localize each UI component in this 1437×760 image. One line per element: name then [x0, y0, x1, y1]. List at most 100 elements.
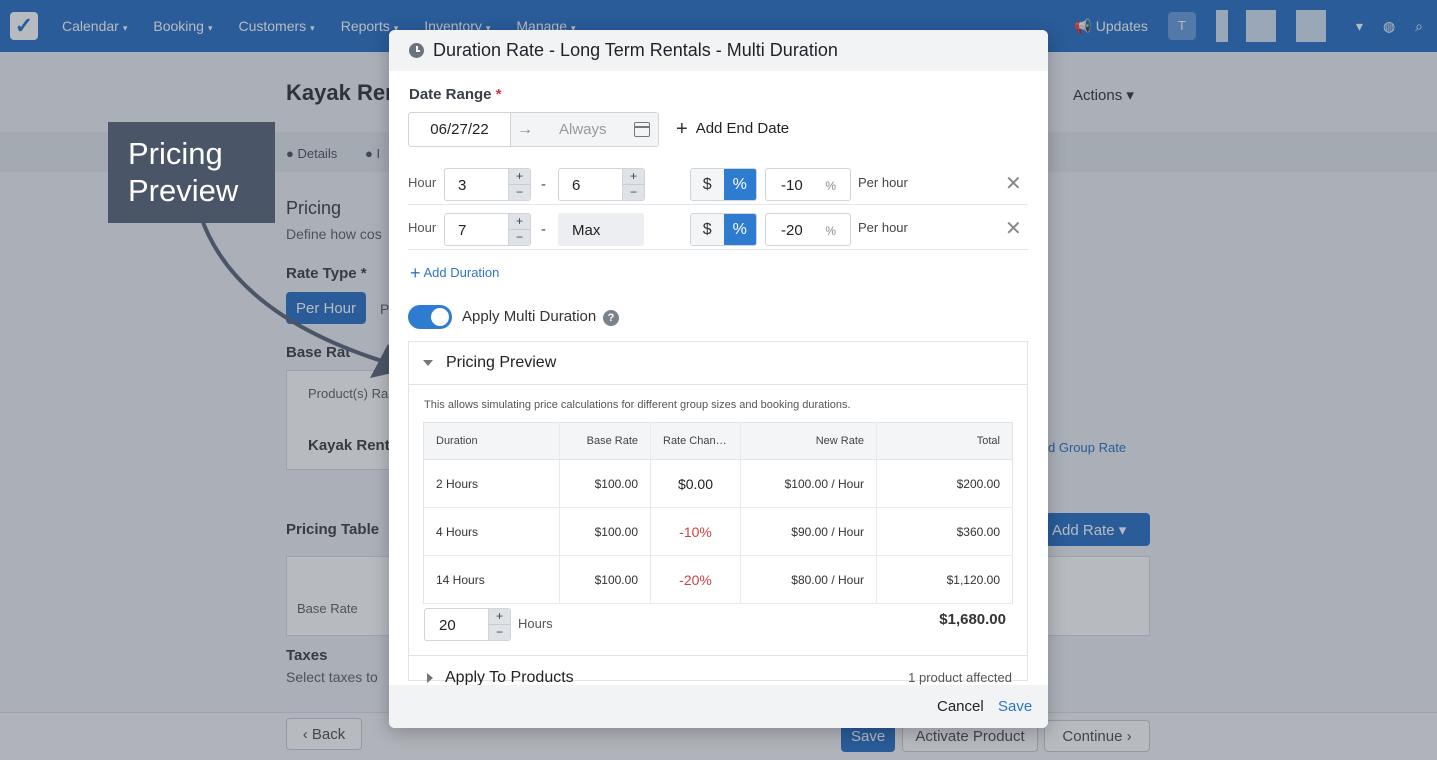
nav-calendar[interactable]: Calendar ▾: [62, 18, 128, 34]
clock-icon: [409, 43, 424, 58]
close-icon[interactable]: ✕: [1005, 218, 1022, 240]
end-date-field[interactable]: Always: [559, 121, 607, 138]
arrow-right-icon: →: [517, 120, 533, 138]
add-rate-button[interactable]: Add Rate ▾: [1046, 513, 1150, 546]
amount-type-toggle[interactable]: $ %: [690, 213, 757, 246]
cell-base-rate: $100.00: [559, 555, 651, 604]
cell-base-rate: $100.00: [559, 507, 651, 556]
apply-multi-duration-label: Apply Multi Duration: [462, 308, 597, 325]
duration-unit: Hour: [408, 175, 437, 190]
col-duration: Duration: [423, 422, 560, 460]
cell-total: $1,120.00: [876, 555, 1013, 604]
save-button[interactable]: Save: [998, 698, 1033, 715]
caret-right-icon: [427, 673, 433, 683]
percent-option[interactable]: %: [723, 169, 756, 200]
cell-rate-change: -20%: [679, 571, 712, 588]
duration-from-value[interactable]: 3: [458, 177, 467, 194]
duration-row: Hour 3 + − - 6 + − $ % -10 % Per hour ✕: [408, 161, 1028, 205]
duration-rate-modal: Duration Rate - Long Term Rentals - Mult…: [389, 30, 1048, 728]
callout-line-2: Preview: [128, 173, 239, 208]
kayak-rent-label: Kayak Rent: [308, 437, 390, 454]
cancel-button[interactable]: Cancel: [937, 698, 984, 715]
rate-change-unit: %: [825, 179, 836, 193]
decrement-icon[interactable]: −: [495, 624, 503, 639]
calendar-icon[interactable]: [634, 122, 650, 137]
rate-change-input[interactable]: -20 %: [765, 213, 851, 246]
avatar[interactable]: T: [1167, 12, 1196, 40]
rate-change-value[interactable]: -10: [781, 177, 803, 194]
nav-customers[interactable]: Customers ▾: [238, 18, 315, 34]
taxes-label: Taxes: [286, 647, 328, 664]
increment-icon[interactable]: +: [509, 169, 530, 185]
modal-title: Duration Rate - Long Term Rentals - Mult…: [433, 40, 838, 60]
globe-icon[interactable]: ◍: [1382, 17, 1396, 34]
megaphone-icon: 📢: [1074, 17, 1092, 34]
add-duration-button[interactable]: + Add Duration: [410, 262, 500, 283]
duration-from-stepper[interactable]: 7 + −: [444, 213, 531, 246]
add-end-date-button[interactable]: + Add End Date: [676, 117, 790, 140]
decrement-icon[interactable]: −: [515, 184, 523, 199]
duration-from-value[interactable]: 7: [458, 222, 467, 239]
apply-to-products-header[interactable]: Apply To Products 1 product affected: [408, 655, 1028, 695]
cell-duration: 2 Hours: [423, 459, 560, 508]
nav-reports[interactable]: Reports ▾: [340, 18, 399, 34]
plus-icon: +: [676, 117, 688, 140]
cell-new-rate: $80.00 / Hour: [740, 555, 877, 604]
per-hour-label: Per hour: [858, 220, 908, 235]
start-date-field[interactable]: 06/27/22: [409, 113, 511, 146]
page-title: Kayak Ren: [286, 80, 399, 105]
rate-change-value[interactable]: -20: [781, 222, 803, 239]
percent-option[interactable]: %: [723, 214, 756, 245]
rate-change-input[interactable]: -10 %: [765, 168, 851, 201]
products-header: Product(s) Ra: [308, 386, 389, 401]
date-range-picker[interactable]: 06/27/22 → Always: [408, 112, 659, 147]
duration-to-value[interactable]: 6: [572, 177, 581, 194]
account-name-redacted: [1215, 10, 1336, 42]
dollar-option[interactable]: $: [691, 214, 724, 245]
increment-icon[interactable]: +: [489, 609, 510, 625]
hours-stepper[interactable]: 20 + −: [424, 608, 511, 641]
pricing-preview-table: Duration Base Rate Rate Chan… New Rate T…: [423, 422, 1013, 604]
duration-to-stepper[interactable]: 6 + −: [558, 168, 645, 201]
chevron-down-icon[interactable]: ▾: [1355, 17, 1363, 34]
callout-line-1: Pricing: [128, 136, 223, 171]
nav-booking[interactable]: Booking ▾: [153, 18, 213, 34]
checkmark-logo-icon[interactable]: ✓: [10, 12, 38, 40]
hours-label: Hours: [518, 616, 553, 631]
decrement-icon[interactable]: −: [629, 184, 637, 199]
hours-value[interactable]: 20: [439, 617, 456, 634]
amount-type-toggle[interactable]: $ %: [690, 168, 757, 201]
search-icon[interactable]: ⌕: [1415, 17, 1423, 34]
dollar-option[interactable]: $: [691, 169, 724, 200]
continue-button[interactable]: Continue ›: [1044, 720, 1150, 752]
plus-icon: +: [410, 262, 421, 283]
back-button[interactable]: ‹ Back: [286, 718, 362, 750]
increment-icon[interactable]: +: [623, 169, 644, 185]
col-rate-change: Rate Chan…: [650, 422, 741, 460]
tab-second[interactable]: ● I: [365, 146, 381, 161]
cell-base-rate: $100.00: [559, 459, 651, 508]
col-base-rate: Base Rate: [559, 422, 651, 460]
cell-rate-change: $0.00: [677, 475, 714, 492]
actions-dropdown[interactable]: Actions ▾: [1073, 87, 1134, 104]
close-icon[interactable]: ✕: [1005, 173, 1022, 195]
modal-header: Duration Rate - Long Term Rentals - Mult…: [389, 30, 1048, 71]
pricing-preview-header[interactable]: Pricing Preview: [409, 342, 1027, 385]
apply-multi-duration-toggle[interactable]: [408, 305, 452, 329]
range-dash: -: [541, 221, 546, 238]
cell-total: $200.00: [876, 459, 1013, 508]
updates-link[interactable]: 📢 Updates: [1074, 17, 1148, 34]
duration-from-stepper[interactable]: 3 + −: [444, 168, 531, 201]
tab-details[interactable]: ● Details: [286, 146, 338, 161]
decrement-icon[interactable]: −: [515, 229, 523, 244]
duration-unit: Hour: [408, 220, 437, 235]
help-icon[interactable]: ?: [603, 310, 619, 326]
date-range-label: Date Range *: [409, 86, 502, 103]
cell-new-rate: $100.00 / Hour: [740, 459, 877, 508]
caret-down-icon: [423, 360, 433, 366]
group-rate-link[interactable]: d Group Rate: [1048, 440, 1127, 455]
apply-to-products-title: Apply To Products: [445, 669, 574, 686]
increment-icon[interactable]: +: [509, 214, 530, 230]
cell-duration: 14 Hours: [423, 555, 560, 604]
duration-to-max: Max: [558, 213, 644, 246]
